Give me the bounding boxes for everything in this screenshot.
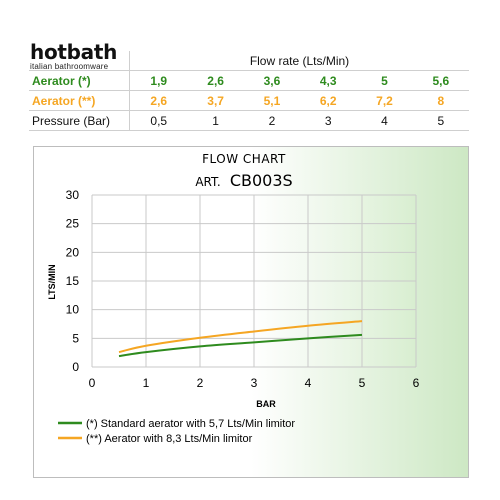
y-tick-label: 30 [66, 188, 80, 202]
table-cell: 3,7 [207, 93, 224, 108]
table-header: Flow rate (Lts/Min) [249, 53, 350, 68]
table-cell: 7,2 [376, 93, 393, 108]
table-cell: 5,1 [263, 93, 281, 108]
table-cell: 2 [268, 113, 276, 128]
table-cell: 4,3 [319, 73, 337, 88]
chart-subtitle: ART. CB003S [195, 171, 292, 190]
x-tick-label: 4 [305, 376, 312, 390]
y-axis-label: LTS/MIN [47, 264, 57, 299]
x-tick-label: 2 [197, 376, 204, 390]
table-cell: 5 [437, 113, 445, 128]
legend-entry-2: (**) Aerator with 8,3 Lts/Min limitor [86, 433, 253, 445]
chart-subtitle-prefix: ART. [195, 175, 220, 189]
x-tick-label: 1 [143, 376, 150, 390]
table-cell: 5,6 [432, 73, 450, 88]
y-tick-label: 10 [66, 303, 80, 317]
x-axis-label: BAR [256, 399, 276, 409]
y-tick-label: 0 [72, 360, 79, 374]
chart-subtitle-code: CB003S [230, 171, 293, 190]
table-header-spacer [29, 51, 130, 71]
y-tick-label: 20 [66, 245, 80, 259]
table-row: Aerator (*) 1,9 2,6 3,6 4,3 5 5,6 [29, 70, 469, 91]
flow-chart-svg: FLOW CHART ART. CB003S 0 5 10 15 20 25 30 0 1 2 3 4… [34, 147, 468, 477]
table-row: Pressure (Bar) 0,5 1 2 3 4 5 [29, 110, 469, 131]
table-cell: 2,6 [150, 93, 168, 108]
table-cell: 1 [212, 113, 219, 128]
series-line-1 [118, 333, 363, 358]
table-cell: 5 [381, 73, 388, 88]
legend: (*) Standard aerator with 5,7 Lts/Min li… [58, 418, 295, 445]
table-cell: 4 [381, 113, 388, 128]
x-tick-label: 3 [251, 376, 258, 390]
series-line-2 [118, 320, 363, 354]
x-tick-label: 6 [413, 376, 420, 390]
table-cell: 2,6 [207, 73, 224, 88]
table-header-row: Flow rate (Lts/Min) [29, 51, 469, 71]
legend-entry-1: (*) Standard aerator with 5,7 Lts/Min li… [86, 418, 295, 430]
table-cell: 8 [437, 93, 445, 108]
y-tick-label: 15 [66, 274, 80, 288]
table-cell: 6,2 [319, 93, 337, 108]
x-tick-label: 5 [359, 376, 366, 390]
y-tick-label: 25 [66, 217, 80, 231]
table-cell: 1,9 [150, 73, 168, 88]
plot-area: 0 5 10 15 20 25 30 0 1 2 3 4 5 6 [66, 188, 420, 390]
table-cell: 3,6 [263, 73, 281, 88]
flow-rate-table: Flow rate (Lts/Min) Aerator (*) 1,9 2,6 3,6… [29, 51, 469, 131]
row-label: Aerator (*) [29, 70, 130, 91]
row-label: Aerator (**) [29, 90, 130, 111]
x-tick-label: 0 [89, 376, 96, 390]
table-cell: 0,5 [150, 113, 168, 128]
y-tick-label: 5 [72, 331, 79, 345]
table-row: Aerator (**) 2,6 3,7 5,1 6,2 7,2 8 [29, 90, 469, 111]
flow-chart: FLOW CHART ART. CB003S 0 5 10 15 20 25 30 0 1 2 3 4… [33, 146, 469, 478]
table-cell: 3 [324, 113, 332, 128]
row-label: Pressure (Bar) [29, 110, 130, 131]
chart-title: FLOW CHART [202, 152, 286, 166]
